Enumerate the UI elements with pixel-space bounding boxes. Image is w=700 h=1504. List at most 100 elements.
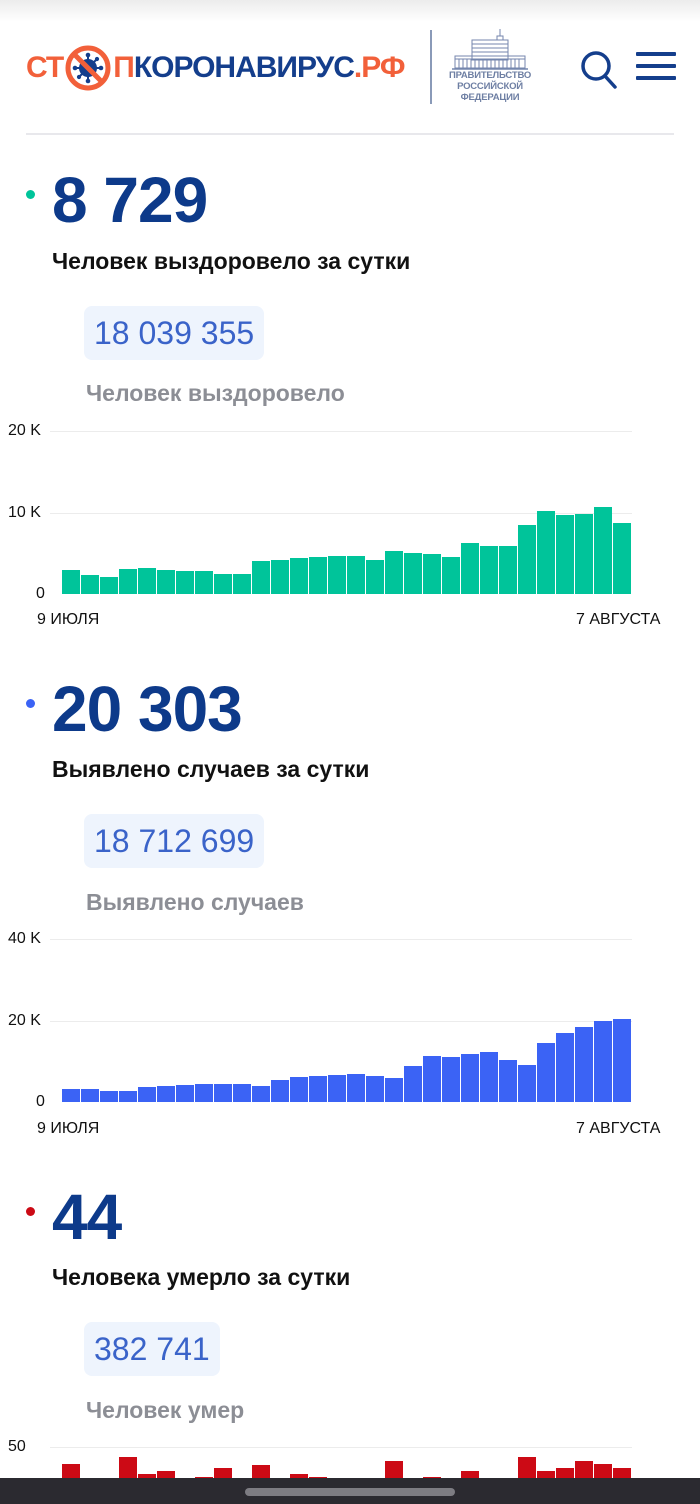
chart-bar[interactable] xyxy=(119,1457,137,1478)
chart-bar[interactable] xyxy=(81,575,99,594)
chart-bar[interactable] xyxy=(176,1085,194,1102)
header-divider xyxy=(430,30,432,104)
chart-bar[interactable] xyxy=(328,556,346,594)
chart-bar[interactable] xyxy=(157,570,175,594)
chart-bar[interactable] xyxy=(556,1033,574,1102)
chart-bar[interactable] xyxy=(442,1057,460,1102)
chart-bar[interactable] xyxy=(575,1027,593,1102)
chart-bar[interactable] xyxy=(594,507,612,594)
chart-bar[interactable] xyxy=(423,1477,441,1478)
chart-bar[interactable] xyxy=(62,1089,80,1102)
chart-bar[interactable] xyxy=(385,1461,403,1478)
chart-bar[interactable] xyxy=(556,1468,574,1478)
chart-bar[interactable] xyxy=(138,568,156,594)
chart-bar[interactable] xyxy=(385,551,403,594)
chart-bar[interactable] xyxy=(176,571,194,594)
chart-bar[interactable] xyxy=(119,569,137,594)
gridline xyxy=(50,1021,632,1022)
chart-bar[interactable] xyxy=(594,1464,612,1478)
chart-bar[interactable] xyxy=(214,1084,232,1102)
y-tick-label: 20 K xyxy=(8,1012,41,1029)
chart-bar[interactable] xyxy=(480,546,498,594)
hamburger-menu-icon-line xyxy=(636,76,676,80)
chart-bar[interactable] xyxy=(518,1457,536,1478)
status-bar-shade xyxy=(0,0,700,22)
chart-bar[interactable] xyxy=(385,1078,403,1102)
chart-bar[interactable] xyxy=(366,560,384,594)
cases-dot-icon xyxy=(26,699,35,708)
stopcoronavirus-logo[interactable]: СТ П КОРОНАВИРУС .РФ xyxy=(26,42,405,94)
header-divider-line xyxy=(26,133,674,135)
gov-logo-line-3: ФЕДЕРАЦИИ xyxy=(460,92,520,103)
chart-bar[interactable] xyxy=(119,1091,137,1102)
chart-bar[interactable] xyxy=(100,1091,118,1102)
chart-bar[interactable] xyxy=(537,511,555,594)
cases-total-value: 18 712 699 xyxy=(84,814,265,868)
chart-bar[interactable] xyxy=(233,1084,251,1102)
chart-bar[interactable] xyxy=(461,543,479,594)
chart-bar[interactable] xyxy=(613,1468,631,1478)
chart-bar[interactable] xyxy=(214,1468,232,1478)
deaths-total-caption: Человек умер xyxy=(86,1397,245,1423)
chart-bar[interactable] xyxy=(480,1052,498,1102)
chart-bar[interactable] xyxy=(347,1074,365,1102)
chart-bar[interactable] xyxy=(575,1461,593,1478)
chart-bar[interactable] xyxy=(499,546,517,594)
chart-bar[interactable] xyxy=(252,1086,270,1102)
chart-bar[interactable] xyxy=(138,1474,156,1478)
chart-bar[interactable] xyxy=(157,1086,175,1102)
chart-bar[interactable] xyxy=(347,556,365,594)
chart-bar[interactable] xyxy=(461,1054,479,1102)
chart-bar[interactable] xyxy=(252,1465,270,1478)
virus-stop-icon xyxy=(65,45,111,91)
y-tick-label: 0 xyxy=(36,1093,45,1110)
hamburger-menu-button[interactable] xyxy=(636,52,676,82)
chart-bar[interactable] xyxy=(62,570,80,594)
chart-bar[interactable] xyxy=(214,574,232,594)
chart-bar[interactable] xyxy=(290,558,308,594)
chart-bar[interactable] xyxy=(423,1056,441,1102)
chart-bar[interactable] xyxy=(309,1477,327,1478)
chart-bar[interactable] xyxy=(290,1077,308,1102)
chart-bar[interactable] xyxy=(613,1019,631,1102)
chart-bar[interactable] xyxy=(537,1471,555,1478)
chart-bar[interactable] xyxy=(138,1087,156,1102)
government-logo[interactable]: ПРАВИТЕЛЬСТВО РОССИЙСКОЙ ФЕДЕРАЦИИ xyxy=(444,28,536,108)
chart-bar[interactable] xyxy=(233,574,251,594)
chart-bar[interactable] xyxy=(100,577,118,594)
chart-bar[interactable] xyxy=(575,514,593,594)
government-building-icon xyxy=(452,29,528,70)
chart-bar[interactable] xyxy=(309,1076,327,1102)
chart-bar[interactable] xyxy=(499,1060,517,1102)
chart-bar[interactable] xyxy=(537,1043,555,1102)
chart-bar[interactable] xyxy=(461,1471,479,1478)
search-button[interactable] xyxy=(580,50,618,90)
chart-bar[interactable] xyxy=(404,553,422,594)
chart-bar[interactable] xyxy=(613,523,631,594)
chart-bar[interactable] xyxy=(309,557,327,594)
chart-bar[interactable] xyxy=(271,560,289,594)
chart-bar[interactable] xyxy=(518,1065,536,1102)
chart-bar[interactable] xyxy=(404,1066,422,1102)
chart-bar[interactable] xyxy=(423,554,441,594)
chart-bar[interactable] xyxy=(62,1464,80,1478)
recovered-dot-icon xyxy=(26,190,35,199)
chart-bar[interactable] xyxy=(271,1080,289,1102)
chart-bar[interactable] xyxy=(195,1477,213,1478)
chart-bar[interactable] xyxy=(442,557,460,594)
chart-bar[interactable] xyxy=(328,1075,346,1102)
chart-bar[interactable] xyxy=(252,561,270,594)
cases-daily-caption: Выявлено случаев за сутки xyxy=(52,756,370,782)
chart-bar[interactable] xyxy=(556,515,574,594)
deaths-daily-caption: Человека умерло за сутки xyxy=(52,1264,351,1290)
logo-text-koronavirus: КОРОНАВИРУС xyxy=(133,51,355,84)
chart-bar[interactable] xyxy=(594,1021,612,1102)
chart-bar[interactable] xyxy=(518,525,536,594)
chart-bar[interactable] xyxy=(195,1084,213,1102)
home-indicator[interactable] xyxy=(245,1488,455,1496)
chart-bar[interactable] xyxy=(290,1474,308,1478)
chart-bar[interactable] xyxy=(195,571,213,594)
chart-bar[interactable] xyxy=(366,1076,384,1102)
chart-bar[interactable] xyxy=(157,1471,175,1478)
chart-bar[interactable] xyxy=(81,1089,99,1102)
